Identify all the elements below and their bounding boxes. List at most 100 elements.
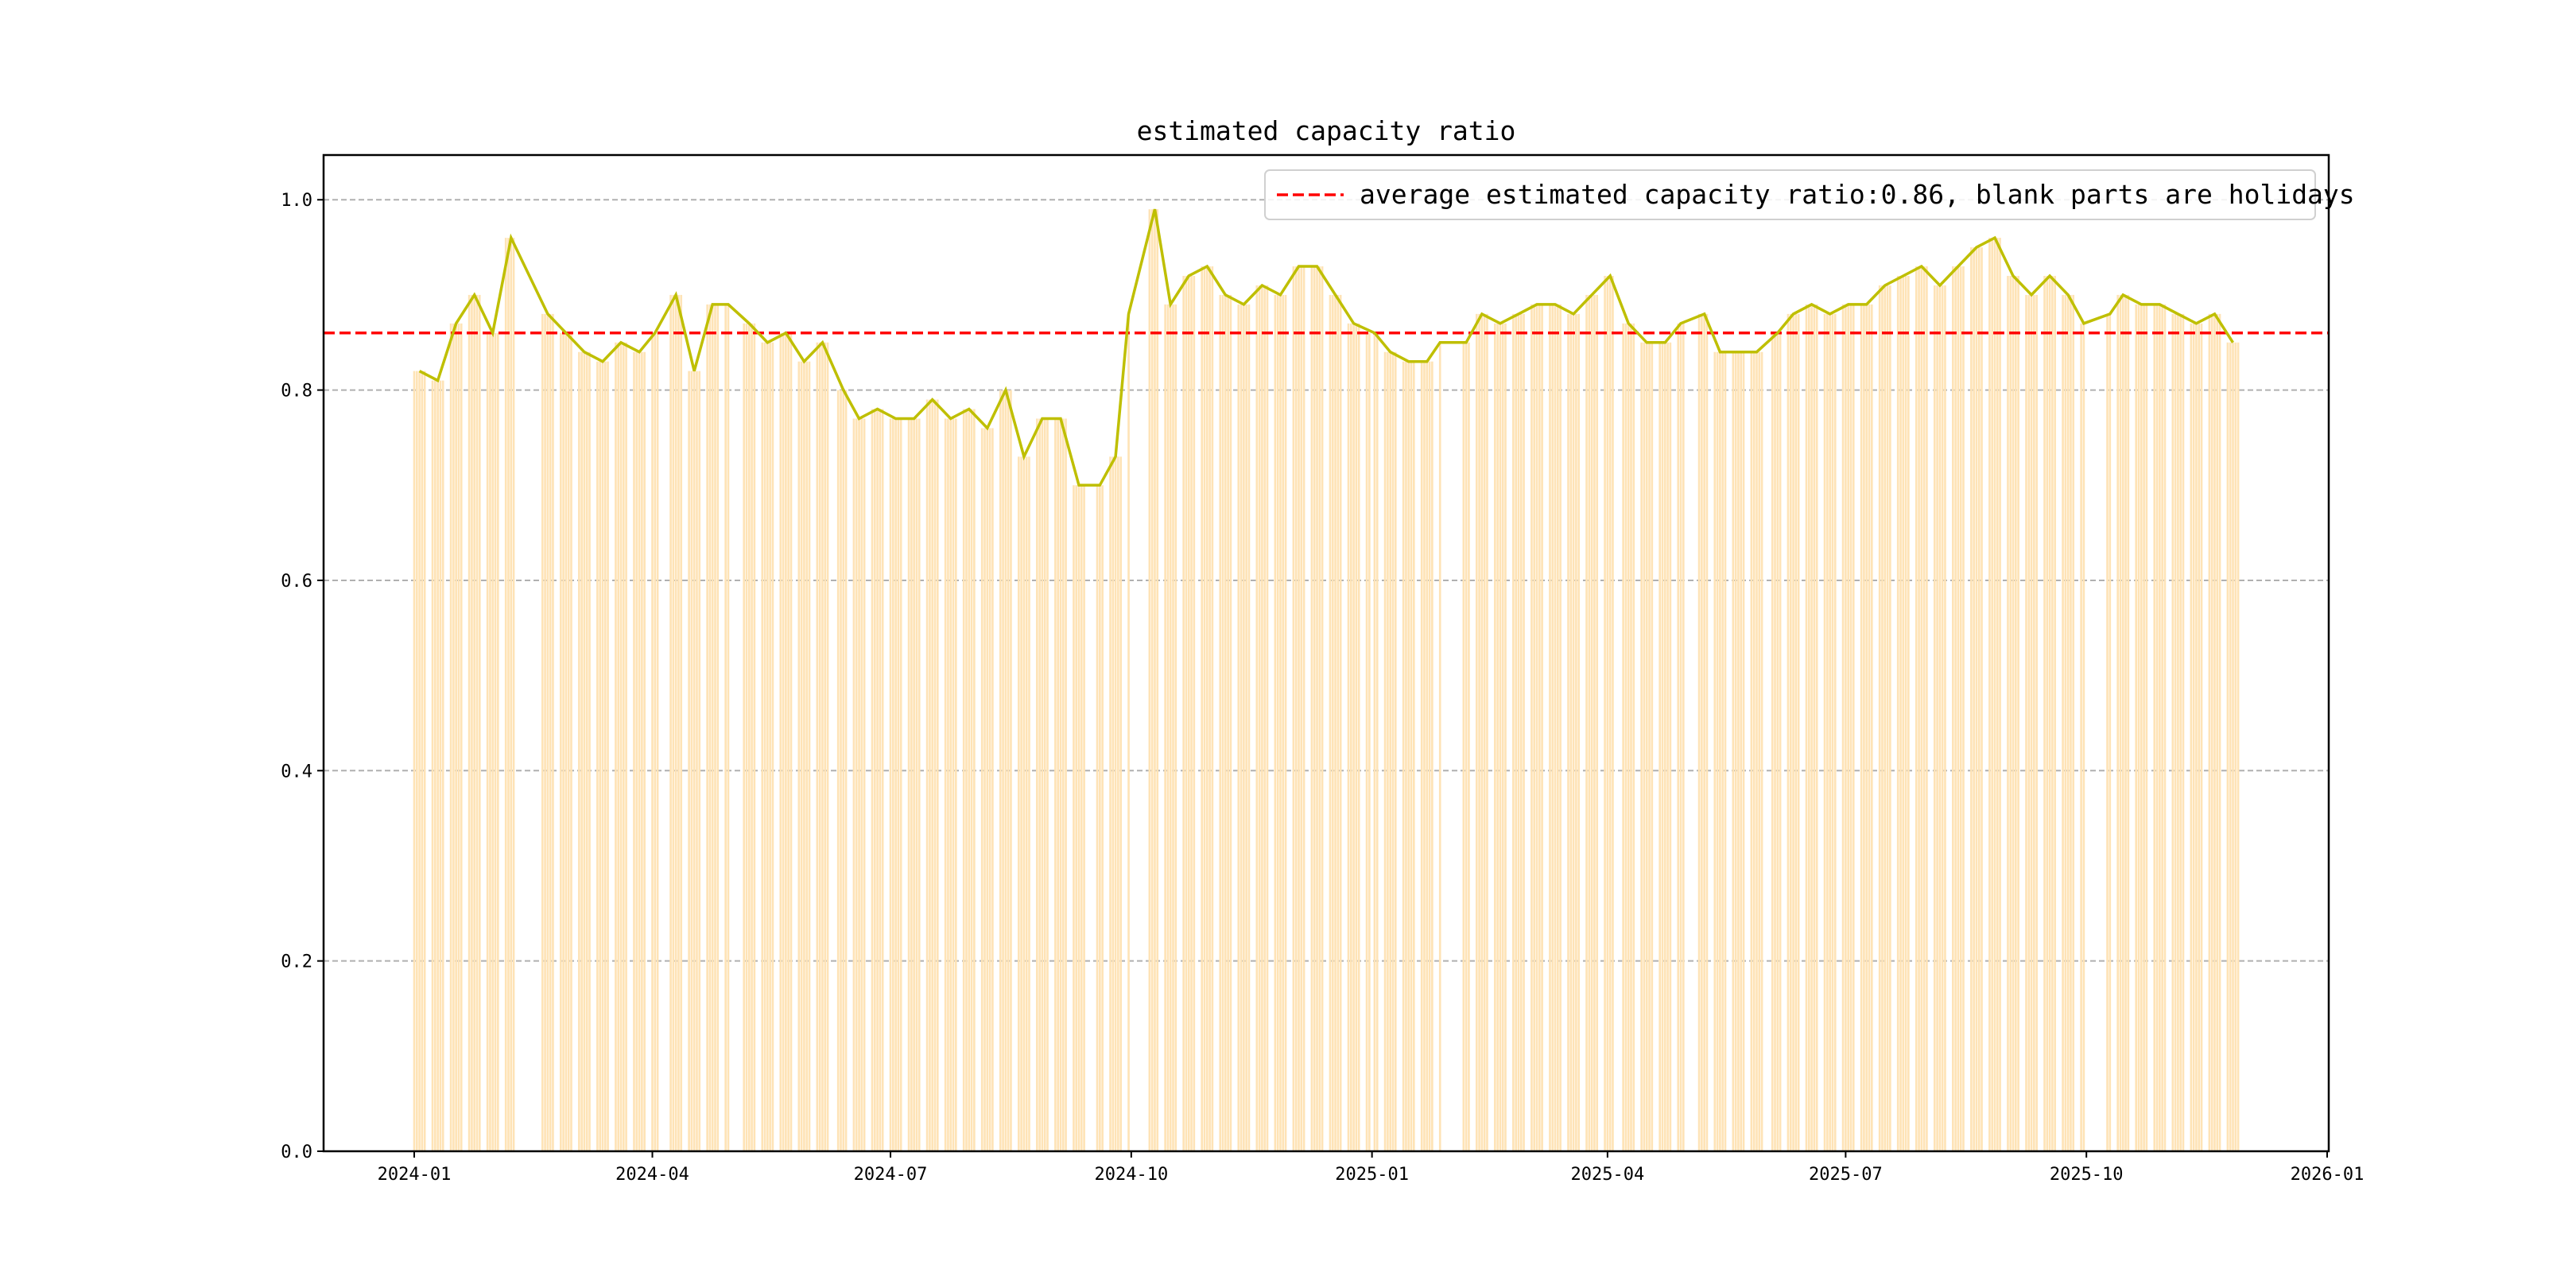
bar xyxy=(491,332,495,1152)
bar xyxy=(1119,456,1122,1151)
bar xyxy=(2082,323,2085,1152)
bar xyxy=(842,390,845,1151)
bar xyxy=(913,418,915,1151)
bar xyxy=(504,238,507,1152)
bar xyxy=(1954,266,1957,1152)
bar xyxy=(603,361,607,1151)
bar xyxy=(1004,390,1007,1151)
bar xyxy=(1701,313,1703,1152)
bar xyxy=(818,342,821,1151)
bar xyxy=(1423,361,1426,1151)
bar xyxy=(889,418,892,1151)
bar xyxy=(1737,351,1740,1151)
bar xyxy=(1054,418,1057,1151)
bar xyxy=(2237,342,2240,1151)
bar xyxy=(2208,313,2211,1152)
y-tick-label: 0.6 xyxy=(281,572,312,592)
bar xyxy=(1349,323,1352,1152)
bar xyxy=(1829,313,1831,1152)
bar xyxy=(1713,351,1717,1151)
bar xyxy=(2195,323,2198,1152)
bar xyxy=(1622,323,1624,1152)
bar xyxy=(907,418,910,1151)
x-tick-label: 2025-07 xyxy=(1809,1165,1883,1185)
bar xyxy=(2009,275,2012,1152)
bar xyxy=(2192,323,2195,1152)
bar xyxy=(654,332,657,1152)
bar xyxy=(1703,313,1705,1152)
bar xyxy=(1752,351,1755,1151)
bar xyxy=(1336,294,1340,1152)
x-tick-label: 2024-01 xyxy=(378,1165,452,1185)
bar xyxy=(1831,313,1834,1152)
bar xyxy=(1247,304,1251,1152)
bar xyxy=(1902,275,1905,1152)
bar xyxy=(439,380,442,1151)
bar xyxy=(1608,275,1612,1152)
bar xyxy=(1101,485,1104,1151)
bar xyxy=(1776,332,1779,1152)
bar xyxy=(1941,285,1944,1152)
bar xyxy=(1648,342,1651,1151)
bar xyxy=(1957,266,1960,1152)
y-axis: 0.0 0.2 0.4 0.6 0.8 1.0 xyxy=(281,191,324,1162)
bar xyxy=(949,418,952,1151)
bar xyxy=(692,370,696,1151)
bar xyxy=(803,361,805,1151)
bar xyxy=(1538,304,1541,1152)
bar xyxy=(1221,294,1224,1152)
bar xyxy=(698,370,701,1151)
bar xyxy=(622,342,625,1151)
bar xyxy=(596,361,599,1151)
bar xyxy=(497,332,499,1152)
bar xyxy=(1480,313,1484,1152)
bar xyxy=(2155,304,2159,1152)
bar xyxy=(1705,313,1709,1152)
bar xyxy=(2033,294,2035,1152)
bar xyxy=(1357,323,1360,1152)
bar xyxy=(860,418,863,1151)
bar xyxy=(1219,294,1222,1152)
bar xyxy=(2080,323,2082,1152)
bar xyxy=(2051,275,2054,1152)
bar xyxy=(1899,275,1902,1152)
bar xyxy=(708,304,712,1152)
bar xyxy=(852,418,855,1151)
bar xyxy=(1719,351,1721,1151)
y-tick-label: 1.0 xyxy=(281,191,312,211)
bar xyxy=(475,294,479,1152)
bar xyxy=(1420,361,1423,1151)
bar xyxy=(1294,266,1298,1152)
bar xyxy=(1224,294,1227,1152)
bar xyxy=(1274,294,1277,1152)
bar xyxy=(1156,209,1159,1152)
x-tick-label: 2025-01 xyxy=(1335,1165,1409,1185)
bar xyxy=(583,351,586,1151)
bar xyxy=(840,390,842,1151)
bar xyxy=(1519,313,1523,1152)
bar xyxy=(696,370,698,1151)
bar xyxy=(1036,418,1038,1151)
bar xyxy=(745,323,748,1152)
bar xyxy=(824,342,827,1151)
bar xyxy=(892,418,894,1151)
bar xyxy=(933,399,937,1151)
bar xyxy=(2116,294,2120,1152)
bar xyxy=(452,323,455,1152)
bar xyxy=(1203,266,1206,1152)
bar xyxy=(1787,313,1790,1152)
bar xyxy=(1847,304,1849,1152)
bar xyxy=(1028,456,1030,1151)
bar xyxy=(1405,361,1407,1151)
bar xyxy=(2210,313,2213,1152)
bar xyxy=(1182,275,1185,1152)
bar xyxy=(753,323,756,1152)
bar xyxy=(1391,351,1395,1151)
bar xyxy=(1530,304,1533,1152)
bar xyxy=(947,418,949,1151)
bar xyxy=(1298,266,1300,1152)
bar xyxy=(1920,266,1923,1152)
bar xyxy=(1569,313,1573,1152)
x-tick-label: 2024-07 xyxy=(854,1165,928,1185)
bar xyxy=(1043,418,1046,1151)
